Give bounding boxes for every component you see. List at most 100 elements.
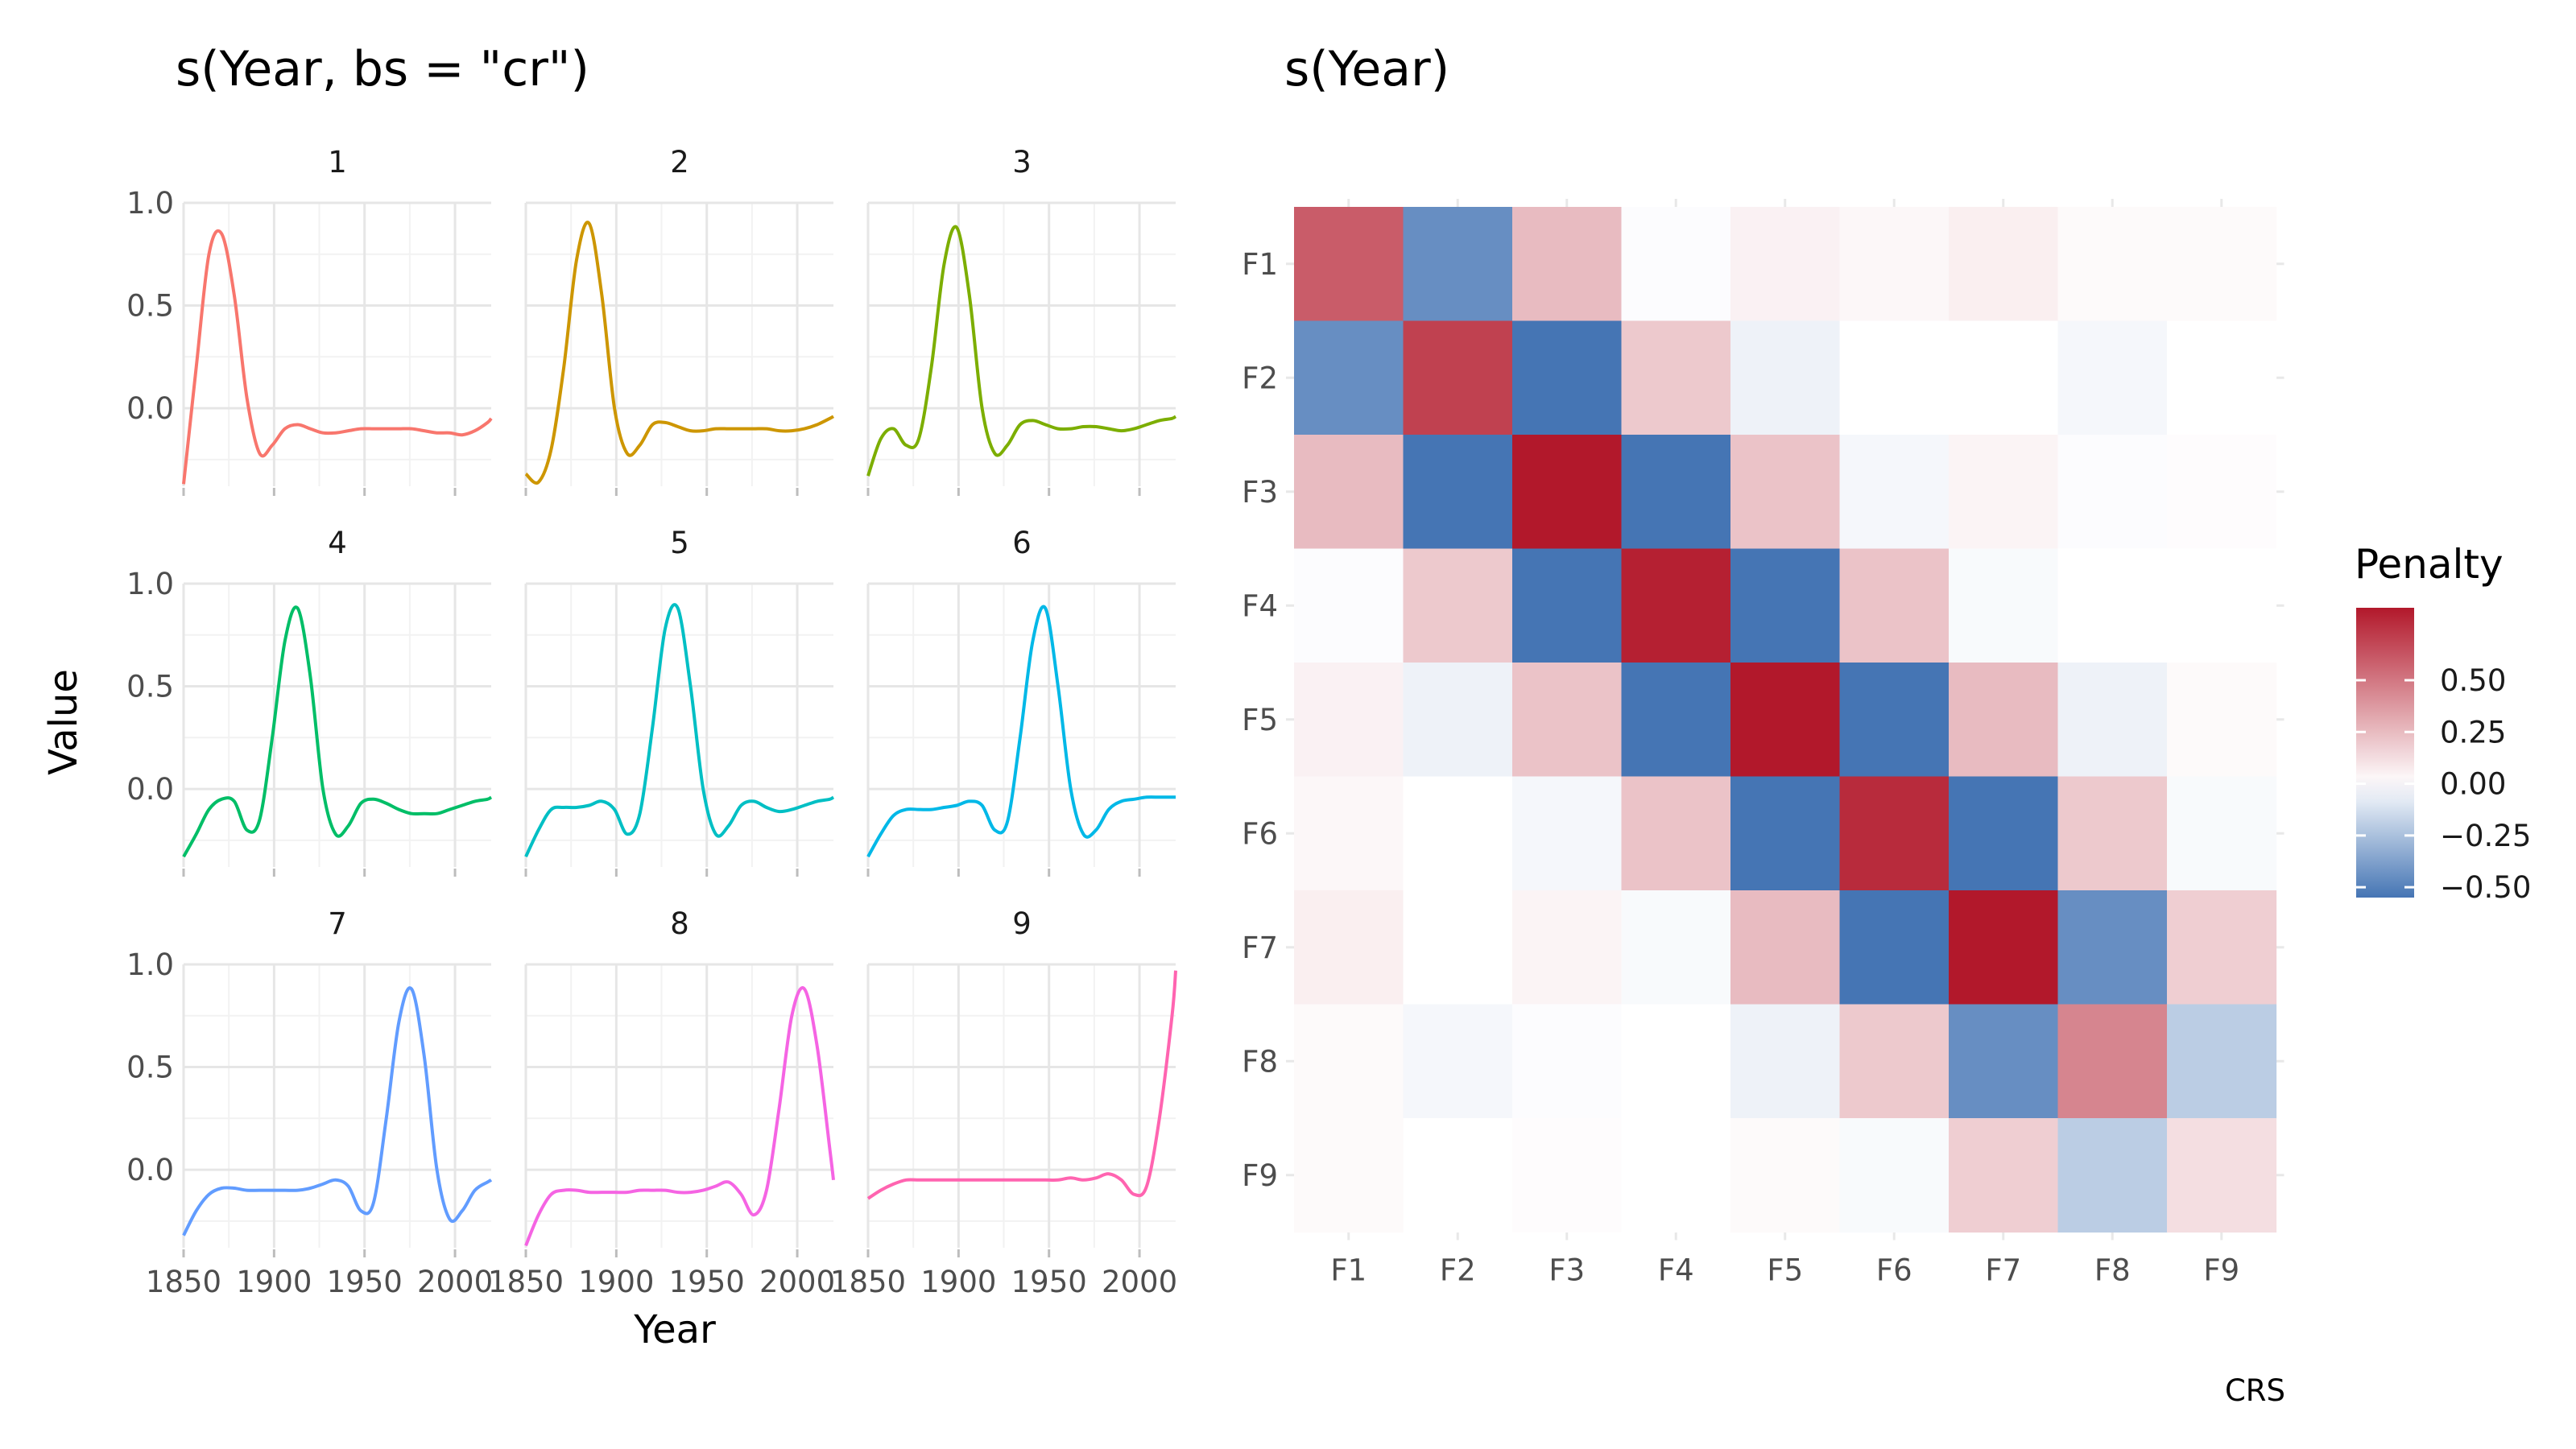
heatmap-cell-F4-F5 [1730,548,1841,663]
heatmap-cell-F3-F5 [1730,435,1841,550]
facet-panel-6: 6 [866,526,1176,877]
heatmap-cell-F5-F1 [1294,663,1404,778]
heatmap-y-tick-label: F7 [1242,931,1278,965]
heatmap-cell-F3-F6 [1839,435,1950,550]
heatmap-y-tick-label: F8 [1242,1044,1278,1079]
facet-label: 2 [670,145,689,180]
heatmap-cell-F7-F5 [1730,890,1841,1005]
caption: CRS [2225,1373,2285,1408]
facet-label: 7 [328,906,347,941]
facet-label: 5 [670,526,689,560]
x-tick-label: 1950 [1011,1265,1087,1299]
heatmap-cell-F6-F5 [1730,776,1841,891]
facet-grid: 1 0.0 0.5 1.0 2 3 4 0.0 0.5 1.0 5 6 7 0.0 0.5 1.0 1850 19… [126,145,1177,1299]
right-panel-title: s(Year) [1284,41,1449,97]
heatmap-cell-F7-F8 [2057,890,2168,1005]
y-tick-label: 0.5 [126,289,174,324]
heatmap-cell-F4-F2 [1403,548,1513,663]
x-tick-label: 1900 [236,1265,312,1299]
heatmap-cell-F6-F4 [1621,776,1731,891]
facet-panel-9: 9 1850 1900 1950 2000 [830,906,1177,1299]
heatmap-cell-F1-F2 [1403,207,1513,322]
heatmap-cell-F5-F4 [1621,663,1731,778]
heatmap-cell-F1-F3 [1512,207,1623,322]
x-tick-label: 2000 [759,1265,835,1299]
heatmap-cell-F8-F2 [1403,1004,1513,1119]
heatmap-cell-F1-F8 [2057,207,2168,322]
series-line-4 [182,605,493,858]
heatmap-cell-F9-F8 [2057,1118,2168,1233]
heatmap-x-tick-label: F6 [1876,1253,1912,1288]
series-line-3 [866,225,1177,477]
heatmap-y-tick-label: F4 [1242,588,1278,623]
legend-title: Penalty [2355,541,2504,588]
legend-tick-label: 0.00 [2440,767,2506,802]
legend: Penalty 0.50 0.25 0.00 −0.25 −0.50 [2355,541,2531,905]
heatmap-x-tick-label: F7 [1985,1253,2021,1288]
heatmap-cell-F3-F2 [1403,435,1513,550]
heatmap-cell-F8-F7 [1949,1004,2059,1119]
heatmap-x-tick-label: F3 [1548,1253,1585,1288]
legend-tick-label: 0.25 [2440,715,2506,749]
heatmap-cell-F2-F9 [2167,320,2277,436]
left-panel-title: s(Year, bs = "cr") [176,41,589,97]
heatmap-x-tick-label: F8 [2094,1253,2131,1288]
heatmap-cell-F9-F2 [1403,1118,1513,1233]
facet-label: 9 [1012,906,1032,941]
heatmap-cell-F4-F8 [2057,548,2168,663]
x-tick-label: 1950 [327,1265,403,1299]
series-line-1 [182,229,493,485]
heatmap-cell-F5-F9 [2167,663,2277,778]
heatmap-x-tick-label: F2 [1440,1253,1476,1288]
heatmap-cell-F1-F9 [2167,207,2277,322]
heatmap-cell-F8-F3 [1512,1004,1623,1119]
series-line-8 [524,986,835,1247]
heatmap-cell-F8-F4 [1621,1004,1731,1119]
heatmap-cell-F1-F4 [1621,207,1731,322]
heatmap-cell-F1-F1 [1294,207,1404,322]
facet-panel-3: 3 [866,145,1177,496]
x-tick-label: 2000 [417,1265,493,1299]
heatmap-cell-F5-F5 [1730,663,1841,778]
facet-panel-4: 4 0.0 0.5 1.0 [126,526,493,877]
y-tick-label: 0.5 [126,670,174,704]
y-tick-label: 0.0 [126,772,174,807]
facet-panel-5: 5 [524,526,835,877]
heatmap-cell-F9-F6 [1839,1118,1950,1233]
heatmap-cell-F3-F1 [1294,435,1404,550]
heatmap-cell-F2-F4 [1621,320,1731,436]
legend-tick-label: −0.25 [2440,819,2531,853]
heatmap-cell-F5-F6 [1839,663,1950,778]
facet-label: 4 [328,526,347,560]
heatmap-cell-F5-F8 [2057,663,2168,778]
heatmap-cell-F6-F1 [1294,776,1404,891]
heatmap-cell-F3-F9 [2167,435,2277,550]
heatmap-cell-F9-F3 [1512,1118,1623,1233]
legend-tick-label: −0.50 [2440,870,2531,905]
heatmap: F1 F2 F3 F4 F5 F6 F7 F8 F9 F1 F2 F3 F4 F5 F6 F7 F8 F9 [1242,199,2284,1288]
heatmap-cell-F5-F2 [1403,663,1513,778]
heatmap-cell-F7-F7 [1949,890,2059,1005]
heatmap-cell-F2-F6 [1839,320,1950,436]
heatmap-cell-F9-F5 [1730,1118,1841,1233]
heatmap-cell-F5-F3 [1512,663,1623,778]
heatmap-cell-F3-F4 [1621,435,1731,550]
facet-panel-1: 1 0.0 0.5 1.0 [126,145,493,496]
x-tick-label: 1850 [488,1265,564,1299]
heatmap-cell-F6-F8 [2057,776,2168,891]
heatmap-cell-F4-F7 [1949,548,2059,663]
heatmap-cell-F9-F4 [1621,1118,1731,1233]
heatmap-y-tick-label: F6 [1242,816,1278,851]
heatmap-cell-F2-F2 [1403,320,1513,436]
heatmap-cell-F3-F7 [1949,435,2059,550]
heatmap-cell-F1-F5 [1730,207,1841,322]
heatmap-cell-F6-F7 [1949,776,2059,891]
heatmap-cell-F3-F8 [2057,435,2168,550]
heatmap-cell-F4-F3 [1512,548,1623,663]
heatmap-y-tick-label: F2 [1242,361,1278,395]
x-axis-label: Year [633,1307,716,1352]
x-tick-label: 1900 [920,1265,996,1299]
series-line-6 [866,605,1176,858]
facet-label: 3 [1012,145,1032,180]
